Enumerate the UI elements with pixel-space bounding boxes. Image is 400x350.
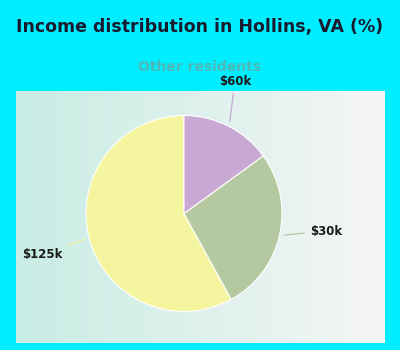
Text: $125k: $125k [22, 239, 84, 261]
Wedge shape [86, 116, 231, 312]
Wedge shape [184, 116, 263, 214]
Text: Income distribution in Hollins, VA (%): Income distribution in Hollins, VA (%) [16, 18, 384, 36]
Text: $30k: $30k [284, 225, 342, 238]
Wedge shape [184, 156, 282, 299]
Text: Other residents: Other residents [138, 60, 262, 74]
Text: $60k: $60k [219, 75, 251, 122]
